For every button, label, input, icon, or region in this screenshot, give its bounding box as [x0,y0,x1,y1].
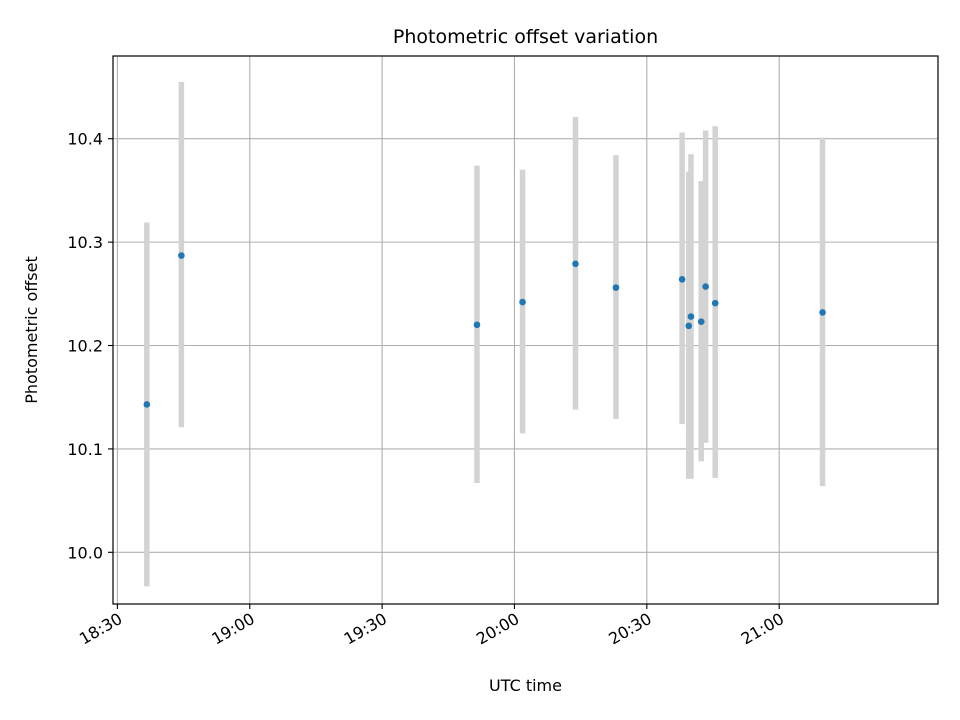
data-point [697,318,705,326]
y-tick-label: 10.4 [67,130,103,149]
data-point [678,276,686,283]
data-point [178,252,185,259]
data-point [685,322,693,330]
x-axis-label: UTC time [489,676,562,695]
y-axis-label: Photometric offset [22,256,41,404]
data-point [143,401,151,408]
data-point [711,299,719,307]
y-tick-label: 10.3 [67,233,103,252]
data-point [519,298,526,306]
chart-title: Photometric offset variation [393,26,658,48]
plot-frame [112,55,939,605]
x-tick-label: 20:30 [605,609,654,649]
y-tick-label: 10.1 [67,440,103,459]
grid [113,56,938,604]
x-tick-label: 20:00 [473,609,522,649]
data-point [819,309,826,316]
error-bars [144,81,826,587]
data-point [572,260,579,268]
data-point [702,283,709,290]
x-tick-label: 19:00 [208,609,257,649]
y-axis-ticks: 10.0 10.1 10.2 10.3 10.4 [67,130,113,562]
x-axis-ticks: 18:30 19:00 19:30 20:00 20:30 21:00 [76,604,787,649]
data-points [143,252,826,408]
x-tick-label: 21:00 [738,609,787,649]
data-point [612,284,620,291]
x-tick-label: 19:30 [341,609,390,649]
x-tick-label: 18:30 [76,609,125,649]
y-tick-label: 10.2 [67,337,103,356]
y-tick-label: 10.0 [67,543,103,562]
data-point [473,321,481,329]
data-point [687,313,695,320]
